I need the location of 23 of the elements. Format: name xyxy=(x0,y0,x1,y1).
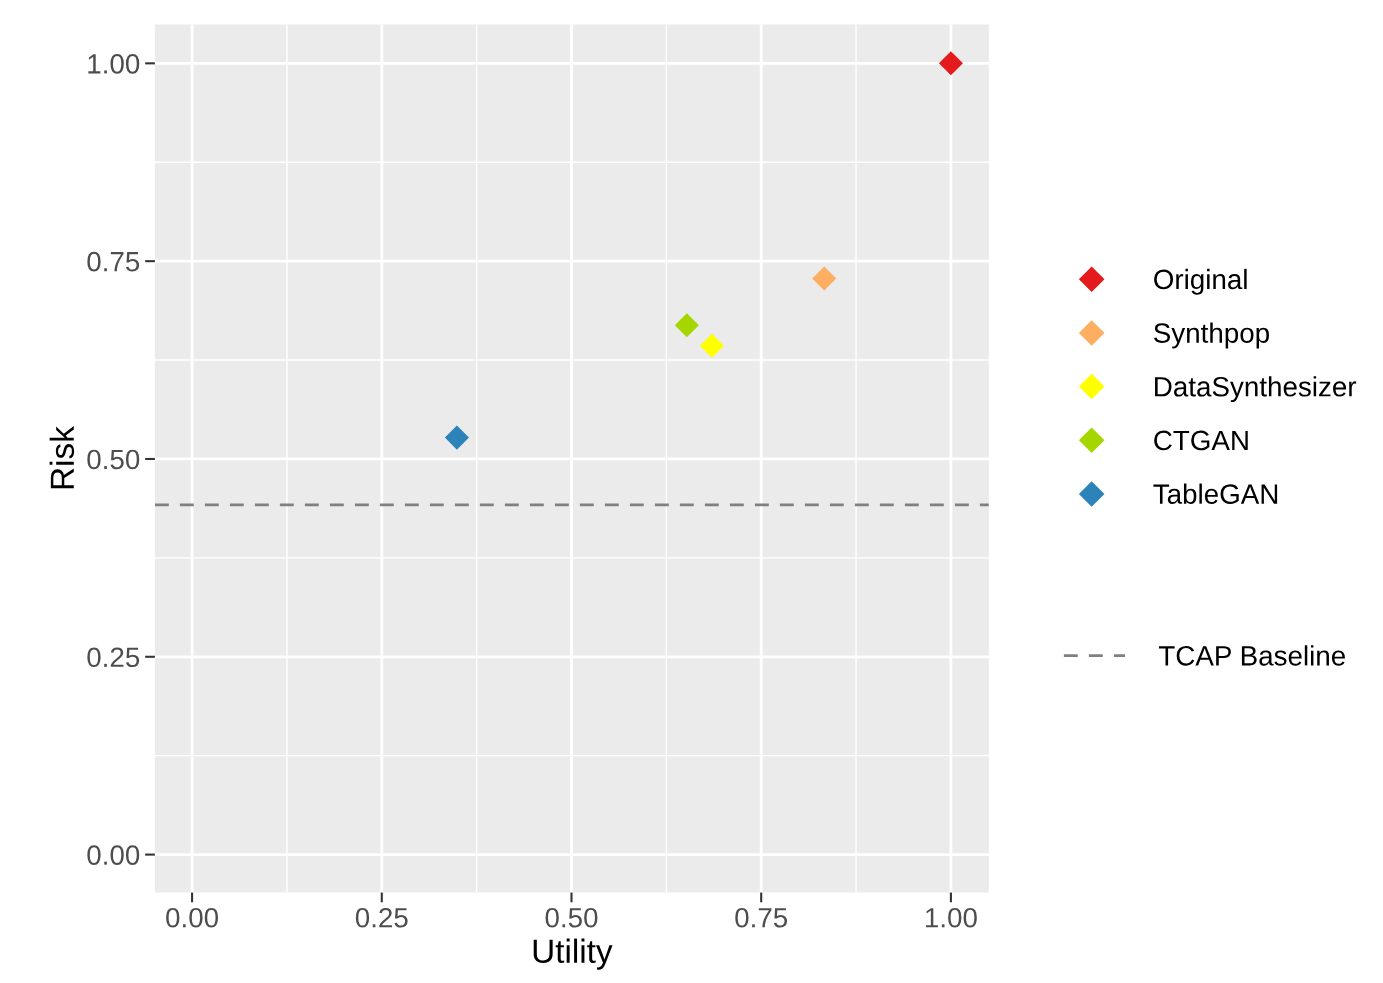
y-axis-title: Risk xyxy=(49,426,75,489)
x-tick-label: 0.25 xyxy=(355,907,408,928)
legend-label: Synthpop xyxy=(1154,322,1269,349)
legend-label: DataSynthesizer xyxy=(1155,376,1357,403)
x-tick-label: 0.50 xyxy=(545,907,598,928)
point xyxy=(699,333,724,358)
x-tick-label: 0.75 xyxy=(735,907,788,928)
point xyxy=(938,51,963,76)
y-tick-label: 0.75 xyxy=(87,251,140,272)
x-tick-label: 0.00 xyxy=(166,907,219,928)
legend-label: TableGAN xyxy=(1153,483,1278,504)
y-tick-label: 0.50 xyxy=(87,449,140,470)
legend-label: Original xyxy=(1154,268,1247,295)
point xyxy=(674,313,699,338)
y-tick-label: 1.00 xyxy=(88,54,140,74)
legend-label: TCAP Baseline xyxy=(1158,645,1345,666)
legend-label: CTGAN xyxy=(1154,430,1248,451)
x-tick-label: 1.00 xyxy=(925,907,977,928)
point xyxy=(812,266,837,291)
point xyxy=(444,425,469,450)
y-tick-label: 0.25 xyxy=(87,647,140,668)
x-axis-title: Utility xyxy=(533,938,613,970)
y-tick-label: 0.00 xyxy=(87,845,140,865)
